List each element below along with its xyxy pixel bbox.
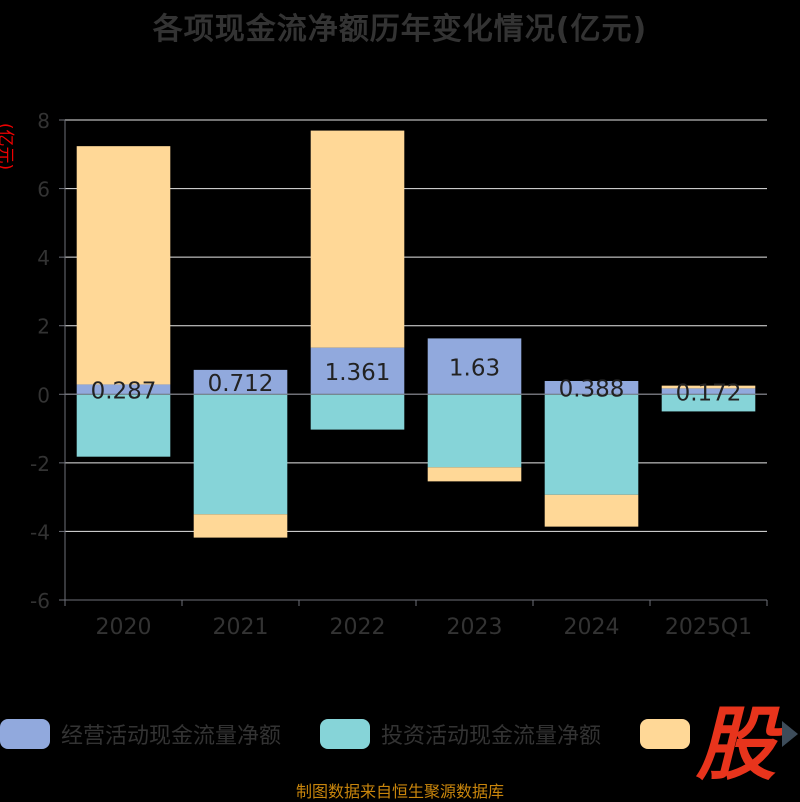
bar-segment-operating: [427, 338, 522, 395]
x-tick-label: 2025Q1: [665, 615, 752, 640]
legend-item-financing[interactable]: [640, 714, 701, 754]
chart-title: 各项现金流净额历年变化情况(亿元): [152, 12, 648, 47]
y-tick-label: -6: [30, 589, 50, 613]
legend-item-operating[interactable]: 经营活动现金流量净额: [0, 714, 281, 754]
legend-item-investing[interactable]: 投资活动现金流量净额: [320, 714, 601, 754]
y-tick-label: -4: [30, 520, 50, 544]
bar-segment-financing: [544, 494, 639, 527]
bar-segment-operating: [310, 347, 405, 395]
legend-swatch-operating: [0, 719, 50, 749]
y-axis-label: (亿元): [0, 122, 16, 171]
bar-segment-financing: [661, 385, 756, 389]
data-label: 0.172: [676, 380, 742, 406]
source-note: 制图数据来自恒生聚源数据库: [295, 782, 504, 801]
data-label: 0.287: [91, 378, 157, 404]
y-tick-label: 0: [37, 383, 50, 407]
bar-segment-investing: [193, 394, 288, 515]
x-tick-label: 2023: [447, 615, 503, 640]
legend: 经营活动现金流量净额 投资活动现金流量净额: [0, 714, 800, 754]
legend-label-operating: 经营活动现金流量净额: [61, 724, 282, 749]
bar-segment-financing: [310, 130, 405, 348]
x-tick-label: 2024: [564, 615, 620, 640]
bar-segment-operating: [544, 380, 639, 395]
bar-segment-investing: [427, 394, 522, 468]
logo-gu: 股: [696, 697, 776, 791]
bar-segment-financing: [427, 467, 522, 482]
bar-segment-investing: [76, 394, 171, 457]
x-tick-label: 2020: [96, 615, 152, 640]
y-tick-label: 4: [37, 246, 50, 270]
bar-segment-operating: [193, 369, 288, 395]
legend-next-arrow-icon[interactable]: [782, 721, 798, 747]
bar-segment-operating: [661, 388, 756, 395]
bar-segment-financing: [193, 514, 288, 538]
legend-label-investing: 投资活动现金流量净额: [381, 724, 602, 749]
y-tick-label: 2: [37, 315, 50, 339]
legend-swatch-financing: [640, 719, 690, 749]
data-label: 1.361: [325, 360, 391, 386]
y-tick-label: 8: [37, 109, 50, 133]
y-tick-label: -2: [30, 452, 50, 476]
data-label: 0.712: [208, 371, 274, 397]
x-tick-label: 2022: [330, 615, 386, 640]
legend-swatch-investing: [320, 719, 370, 749]
bar-segment-financing: [76, 146, 171, 385]
y-tick-label: 6: [37, 178, 50, 202]
bar-segment-investing: [544, 394, 639, 495]
x-tick-label: 2021: [213, 615, 269, 640]
bar-segment-investing: [661, 394, 756, 412]
data-label: 1.63: [449, 355, 500, 381]
data-label: 0.388: [559, 377, 625, 403]
bar-segment-investing: [310, 394, 405, 430]
bar-segment-operating: [76, 384, 171, 395]
